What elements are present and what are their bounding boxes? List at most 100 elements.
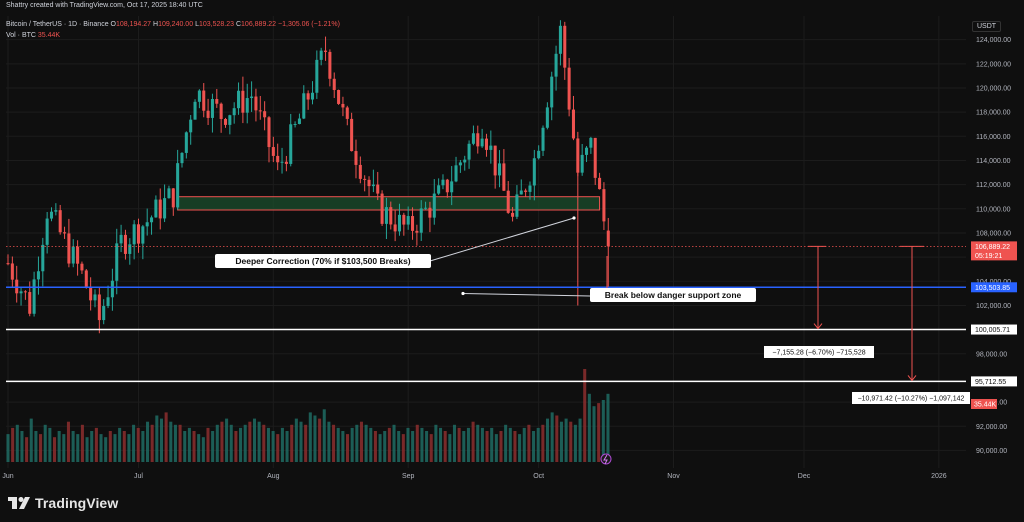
candle-body (310, 92, 315, 100)
deeper-correction-pointer (429, 217, 575, 262)
candle-body (350, 118, 354, 152)
volume-axis-label-bg (971, 399, 997, 409)
price-tick-label: 112,000.00 (976, 182, 1011, 189)
volume-bar (341, 431, 345, 462)
volume-bar (578, 418, 582, 462)
measure-1-arrowhead (813, 323, 823, 330)
volume-bar (308, 412, 312, 462)
candle-body (167, 188, 171, 199)
volume-bar (406, 427, 410, 462)
currency-selector[interactable]: USDT (972, 21, 1002, 32)
candle-body (271, 147, 275, 156)
time-tick-label: Nov (667, 473, 680, 480)
candle-body (437, 185, 441, 194)
candle-body (58, 210, 62, 233)
current-price-label: 106,889.22 (975, 244, 1010, 251)
candle-body (567, 67, 571, 110)
candle-body (302, 93, 306, 119)
candle-body (393, 224, 397, 232)
danger-support-label: 103,503.85 (975, 285, 1010, 292)
candle-body (89, 287, 93, 301)
volume-bar (252, 418, 257, 462)
volume-bar (429, 434, 433, 462)
volume-bar (48, 427, 52, 462)
volume-bar (225, 418, 229, 462)
time-tick-label: 2026 (931, 473, 947, 480)
volume-bar (6, 434, 10, 462)
candle-body (545, 107, 549, 128)
volume-bar (583, 369, 587, 462)
volume-bar (266, 427, 270, 462)
volume-bar (415, 424, 419, 462)
price-chart[interactable]: Deeper Correction (70% if $103,500 Break… (0, 0, 1024, 488)
volume-bar (378, 434, 382, 462)
candle-body (250, 96, 254, 99)
price-tick-label: 110,000.00 (976, 206, 1011, 213)
tradingview-logo[interactable]: TradingView (8, 495, 118, 511)
price-tick-label: 118,000.00 (976, 110, 1011, 117)
candle-body (132, 224, 136, 245)
candle-body (202, 90, 206, 111)
measure-2-label: −10,971.42 (−10.27%) −1,097,142 (858, 396, 965, 403)
volume-bar (187, 427, 191, 462)
volume-bar (592, 406, 596, 462)
candle-body (519, 190, 523, 195)
candle-body (289, 124, 293, 164)
volume-bar (285, 431, 289, 462)
volume-bar (513, 431, 517, 462)
volume-bar (448, 434, 452, 462)
price-tick-label: 98,000.00 (976, 351, 1007, 358)
volume-bar (550, 412, 554, 462)
ohlc-open-label: O (110, 21, 116, 28)
candle-body (293, 123, 297, 125)
volume-bar (173, 424, 177, 462)
volume-bar (485, 431, 489, 462)
volume-bar (471, 421, 475, 462)
ohlc-low-label: L (195, 21, 199, 28)
candle-body (584, 147, 589, 155)
candle-body (80, 263, 84, 271)
candle-body (237, 90, 241, 109)
volume-bar (192, 431, 196, 462)
volume-bar (299, 421, 303, 462)
volume-bar (527, 424, 531, 462)
candle-body (76, 246, 80, 264)
volume-label[interactable]: Vol · BTC (6, 32, 36, 39)
volume-bar (536, 427, 540, 462)
volume-bar (280, 427, 284, 462)
time-tick-label: Jun (2, 473, 13, 480)
candle-body (258, 110, 262, 112)
ohlc-close-label: C (235, 21, 242, 28)
candle-body (136, 224, 141, 244)
volume-bar (411, 431, 415, 462)
volume-bar (150, 424, 154, 462)
volume-bar (555, 415, 559, 462)
candle-body (506, 190, 510, 213)
candle-body (371, 184, 375, 187)
candle-body (515, 194, 519, 217)
volume-bar (118, 427, 122, 462)
time-tick-label: Dec (798, 473, 811, 480)
candle-body (84, 270, 88, 288)
volume-bar (434, 424, 438, 462)
ohlc-low: 103,528.23 (198, 21, 235, 28)
price-tick-label: 116,000.00 (976, 134, 1011, 141)
target-1-label: 100,005.71 (975, 327, 1010, 334)
event-lightning-icon (600, 453, 612, 465)
volume-bar (313, 415, 317, 462)
symbol-line: Bitcoin / TetherUS · 1D · Binance O108,1… (6, 21, 340, 28)
candle-body (467, 143, 471, 160)
candle-body (358, 164, 362, 179)
candle-body (93, 294, 97, 301)
time-tick-label: Sep (402, 473, 415, 480)
price-tick-label: 90,000.00 (976, 448, 1007, 455)
volume-bar (127, 434, 131, 462)
volume-bar (532, 431, 536, 462)
candle-body (297, 118, 301, 124)
candle-body (419, 208, 423, 233)
symbol-name[interactable]: Bitcoin / TetherUS · 1D · Binance (6, 21, 109, 28)
candle-body (106, 297, 110, 307)
price-axis[interactable]: 90,000.0092,000.0094,000.0098,000.00102,… (971, 37, 1017, 455)
time-axis[interactable]: Jun Jul Aug Sep Oct Nov Dec 2026 (2, 473, 946, 480)
candle-body (19, 291, 23, 294)
